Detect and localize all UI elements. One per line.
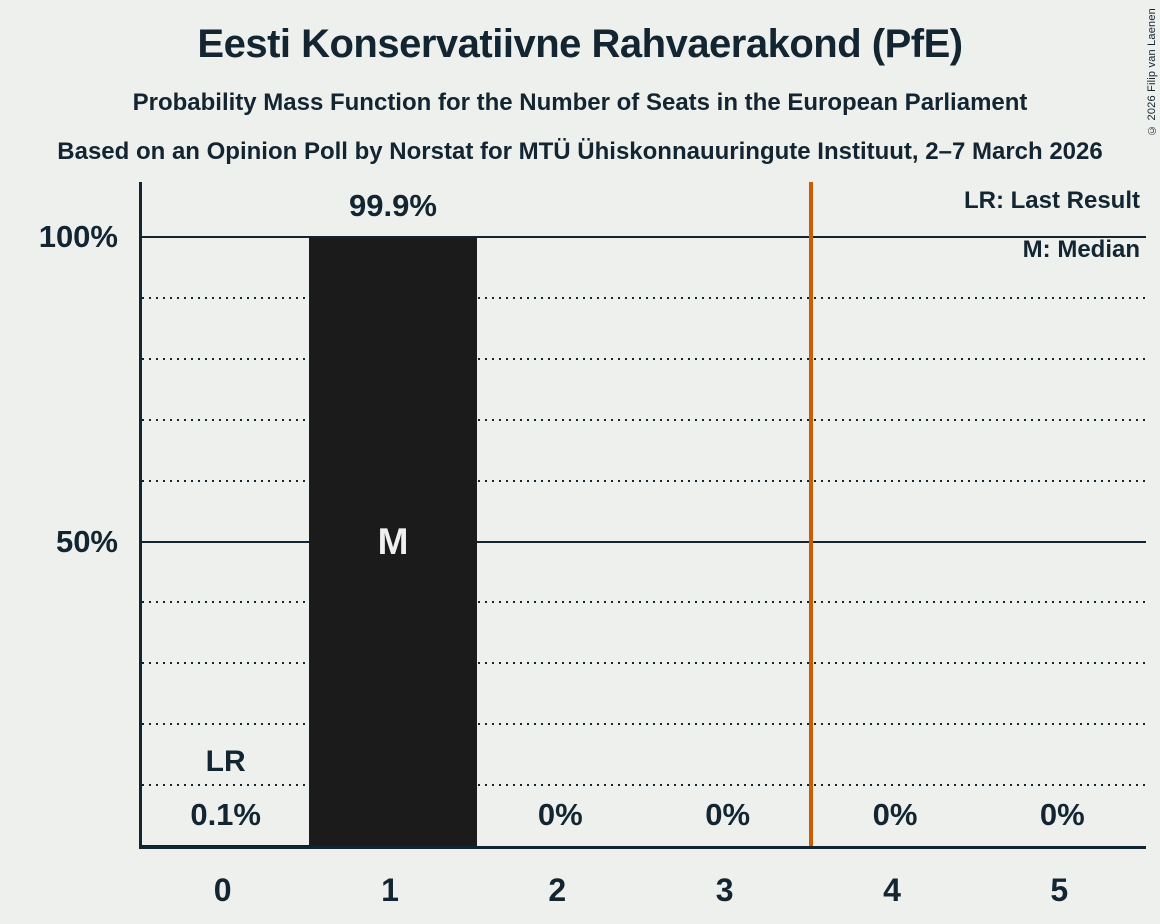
x-tick-label-1: 1	[381, 872, 399, 908]
x-tick-label-3: 3	[715, 872, 734, 908]
bar-value-label-1: 99.9%	[349, 187, 437, 223]
x-tick-label-4: 4	[883, 872, 901, 908]
minor-gridline-60	[142, 479, 1146, 482]
last-result-vline	[809, 182, 814, 846]
bar-value-label-4: 0%	[872, 797, 918, 832]
bar-value-label-0: 0.1%	[190, 797, 261, 832]
page-title: Eesti Konservatiivne Rahvaerakond (PfE)	[197, 22, 963, 66]
y-axis-label-100: 100%	[38, 219, 118, 254]
minor-gridline-20	[142, 723, 1146, 726]
chart-subtitle: Probability Mass Function for the Number…	[132, 89, 1028, 116]
bar-seats-0	[142, 845, 310, 846]
median-marker: M	[377, 520, 409, 562]
major-gridline-100	[142, 236, 1146, 238]
x-tick-label-0: 0	[213, 872, 232, 908]
last-result-marker: LR	[205, 745, 246, 778]
minor-gridline-30	[142, 662, 1146, 665]
copyright-notice: © 2026 Filip van Laenen	[1146, 8, 1158, 136]
bar-seats-1	[309, 237, 477, 846]
bar-value-label-2: 0%	[537, 797, 583, 832]
x-tick-label-5: 5	[1050, 872, 1069, 908]
y-axis-label-50: 50%	[55, 524, 118, 559]
bar-value-label-3: 0%	[705, 797, 751, 832]
chart-source-line: Based on an Opinion Poll by Norstat for …	[57, 138, 1103, 165]
major-gridline-50	[142, 540, 1146, 543]
minor-gridline-80	[142, 357, 1146, 360]
minor-gridline-70	[142, 418, 1146, 421]
minor-gridline-90	[142, 296, 1146, 299]
bar-value-label-5: 0%	[1039, 797, 1085, 832]
plot-area: 0.1% 99.9% 0% 0% 0% 0% M LR	[139, 182, 1146, 849]
minor-gridline-40	[142, 601, 1146, 604]
legend-median: M: Median	[1022, 236, 1140, 263]
minor-gridline-10	[142, 784, 1146, 787]
legend-last-result: LR: Last Result	[963, 187, 1140, 214]
x-tick-label-2: 2	[548, 872, 567, 908]
